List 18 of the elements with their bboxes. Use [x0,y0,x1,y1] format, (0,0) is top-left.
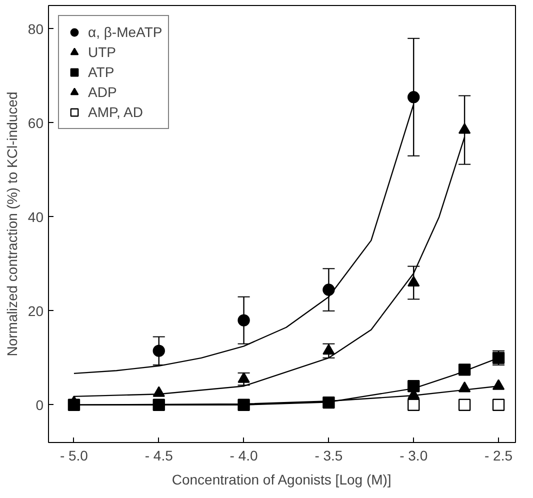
x-tick-label: - 5.0 [60,448,88,464]
x-tick-label: - 4.0 [230,448,258,464]
y-axis-title: Normalized contraction (%) to KCl-induced [4,92,20,356]
y-tick-label: 0 [36,396,44,413]
legend-label: ADP [88,83,117,101]
legend-label: AMP, AD [88,103,143,121]
x-tick-label: - 3.5 [314,448,343,464]
legend-label: ATP [88,63,114,81]
x-axis-title: Concentration of Agonists [Log (M)] [172,472,392,488]
legend-label: UTP [88,43,116,61]
x-tick-label: - 2.5 [484,448,513,464]
y-tick-label: 40 [28,208,44,225]
x-tick-label: - 4.5 [144,448,174,464]
y-tick-label: 80 [28,20,44,37]
legend-label: α, β-MeATP [88,23,162,41]
x-tick-label: - 3.0 [400,448,428,464]
y-tick-label: 60 [28,114,44,131]
y-tick-label: 20 [28,302,44,319]
